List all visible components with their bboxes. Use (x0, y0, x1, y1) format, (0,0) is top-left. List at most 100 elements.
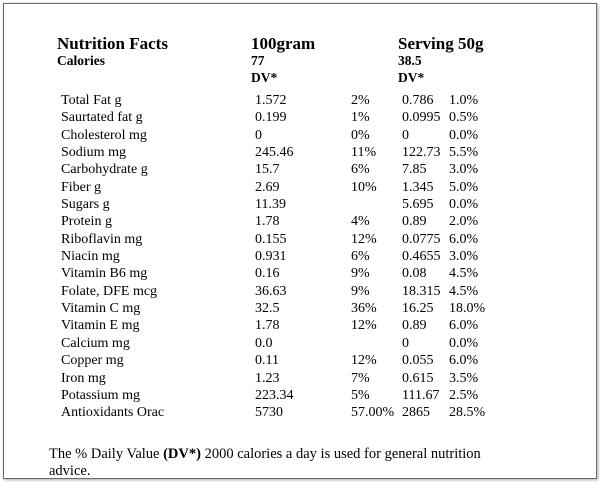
dv-serving: 5.0% (449, 179, 479, 195)
value-100g: 1.78 (255, 214, 280, 230)
value-serving: 0.08 (402, 266, 427, 282)
value-serving: 0.89 (402, 318, 427, 334)
nutrient-name: Sodium mg (61, 145, 126, 161)
value-100g: 0.931 (255, 249, 287, 265)
dv-serving: 4.5% (449, 266, 479, 282)
nutrient-name: Total Fat g (61, 93, 122, 108)
dv-serving: 28.5% (449, 405, 486, 421)
value-100g: 2.69 (255, 179, 280, 195)
dv-serving: 5.5% (449, 145, 479, 161)
nutrient-name: Protein g (61, 214, 112, 230)
value-serving: 1.345 (402, 179, 434, 195)
dv-serving: 3.0% (449, 249, 479, 265)
value-serving: 0.0995 (402, 110, 441, 126)
dv-100g: 2% (351, 93, 370, 108)
value-serving: 16.25 (402, 301, 434, 317)
value-serving: 0.786 (402, 93, 434, 108)
dv-100g: 6% (351, 249, 370, 265)
nutrient-name: Cholesterol mg (61, 127, 147, 143)
nutrient-name: Antioxidants Orac (61, 405, 165, 421)
calories-label: Calories (57, 53, 105, 68)
dv-serving: 4.5% (449, 283, 479, 299)
value-serving: 7.85 (402, 162, 427, 178)
value-serving: 122.73 (402, 145, 441, 161)
nutrient-name: Copper mg (61, 353, 124, 369)
value-100g: 0 (255, 127, 262, 143)
value-100g: 223.34 (255, 387, 294, 403)
dv-serving: 6.0% (449, 353, 479, 369)
footnote-suffix: 2000 calories a day is used for general … (49, 446, 481, 479)
value-100g: 11.39 (255, 197, 286, 213)
dv-100g: 4% (351, 214, 370, 230)
dv-serving: 0.5% (449, 110, 479, 126)
dv-100g: 10% (351, 179, 377, 195)
value-serving: 111.67 (402, 387, 440, 403)
dv-100g-header: DV* (251, 70, 278, 85)
nutrition-facts-panel: Nutrition Facts Calories 100gram 77 DV* … (3, 3, 597, 479)
value-100g: 0.199 (255, 110, 287, 126)
nutrient-name: Sugars g (61, 197, 110, 213)
nutrient-name: Folate, DFE mcg (61, 283, 158, 299)
dv-serving: 18.0% (449, 301, 486, 317)
value-100g: 5730 (255, 405, 283, 421)
footnote-prefix: The % Daily Value (49, 446, 164, 462)
nutrient-name: Iron mg (61, 370, 106, 386)
dv-100g: 9% (351, 266, 370, 282)
nutrient-name: Riboflavin mg (61, 231, 143, 247)
dv-100g: 12% (351, 231, 377, 247)
value-100g: 1.572 (255, 93, 287, 108)
column-header-serving: Serving 50g (398, 34, 484, 53)
calories-100g-value: 77 (251, 53, 265, 68)
value-serving: 0 (402, 127, 409, 143)
dv-serving: 2.5% (449, 387, 479, 403)
dv-serving: 1.0% (449, 93, 479, 108)
value-serving: 0.0775 (402, 231, 441, 247)
dv-serving: 0.0% (449, 127, 479, 143)
dv-100g: 11% (351, 145, 377, 161)
value-100g: 0.11 (255, 353, 279, 369)
footnote-dv-bold: (DV*) (163, 446, 201, 462)
value-serving: 5.695 (402, 197, 434, 213)
nutrient-name: Niacin mg (61, 249, 120, 265)
dv-100g: 57.00% (351, 405, 395, 421)
value-100g: 15.7 (255, 162, 280, 178)
dv-100g: 36% (351, 301, 377, 317)
dv-serving: 6.0% (449, 318, 479, 334)
value-serving: 0.4655 (402, 249, 441, 265)
nutrient-name: Vitamin E mg (61, 318, 140, 334)
dv-100g: 6% (351, 162, 370, 178)
dv-serving: 3.5% (449, 370, 479, 386)
value-serving: 0 (402, 335, 409, 351)
dv-serving: 2.0% (449, 214, 479, 230)
nutrient-name: Vitamin B6 mg (61, 266, 148, 282)
nutrient-name: Fiber g (61, 179, 102, 195)
dv-100g: 0% (351, 127, 370, 143)
value-serving: 0.615 (402, 370, 434, 386)
dv-100g: 12% (351, 353, 377, 369)
nutrient-name: Potassium mg (61, 387, 140, 403)
value-100g: 0.0 (255, 335, 273, 351)
page-title: Nutrition Facts (57, 34, 168, 53)
dv-serving: 6.0% (449, 231, 479, 247)
dv-100g: 1% (351, 110, 370, 126)
value-100g: 36.63 (255, 283, 287, 299)
nutrient-name: Saurtated fat g (61, 110, 143, 126)
dv-100g: 12% (351, 318, 377, 334)
value-100g: 0.155 (255, 231, 287, 247)
dv-100g: 7% (351, 370, 370, 386)
column-header-100g: 100gram (251, 34, 316, 53)
value-serving: 18.315 (402, 283, 441, 299)
daily-value-footnote: The % Daily Value (DV*) 2000 calories a … (49, 446, 519, 480)
dv-serving-header: DV* (398, 70, 425, 85)
value-serving: 0.055 (402, 353, 434, 369)
nutrient-name: Vitamin C mg (61, 301, 141, 317)
dv-100g: 5% (351, 387, 370, 403)
dv-serving: 0.0% (449, 335, 479, 351)
value-100g: 1.78 (255, 318, 280, 334)
nutrient-name: Calcium mg (61, 335, 130, 351)
value-100g: 245.46 (255, 145, 294, 161)
value-100g: 32.5 (255, 301, 280, 317)
value-100g: 0.16 (255, 266, 280, 282)
value-100g: 1.23 (255, 370, 280, 386)
calories-serving-value: 38.5 (398, 53, 422, 68)
